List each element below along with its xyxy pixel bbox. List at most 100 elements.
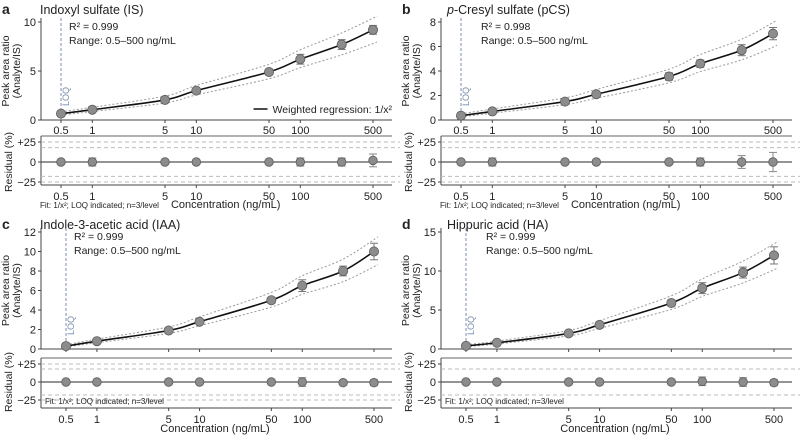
x-tick-label: 100 [693, 414, 711, 426]
fit-note: Fit: 1/x²; LOQ indicated; n=3/level [40, 201, 159, 210]
residual-tick-label: +25 [417, 137, 436, 149]
x-tick-label: 0.5 [53, 191, 68, 203]
x-tick-label: 10 [593, 414, 605, 426]
residual-point [697, 376, 707, 386]
title-text: Hippuric acid (HA) [447, 218, 548, 232]
prediction-band-lower [460, 45, 778, 118]
y-axis-label-line: Peak area ratio [400, 255, 412, 326]
x-axis-label: Concentration (ng/mL) [160, 423, 269, 435]
x-tick-label: 5 [162, 125, 168, 137]
data-point [297, 280, 308, 291]
y-tick-label: 8 [430, 17, 436, 29]
x-tick-label: 0.5 [453, 191, 468, 203]
residual-point [560, 157, 570, 167]
y-tick-label: 0 [30, 344, 36, 356]
data-point [738, 267, 749, 278]
residual-point [769, 378, 779, 388]
data-point [559, 96, 570, 107]
data-point [336, 39, 347, 50]
residual-axis-label: Residual (%) [403, 352, 415, 412]
panel-c: c Indole-3-acetic acid (IAA) Peak area rat… [0, 216, 400, 435]
x-tick-label: 100 [691, 191, 709, 203]
y-tick-label: 2 [430, 91, 436, 103]
loq-label: LOQ [466, 316, 476, 335]
x-tick-label: 5 [562, 125, 568, 137]
data-point [663, 71, 674, 82]
prediction-band-lower [465, 267, 779, 348]
panel-letter: b [402, 1, 411, 17]
y-tick-label: 4 [430, 66, 436, 78]
panel-letter: d [402, 216, 411, 232]
data-point [338, 266, 349, 277]
data-point [87, 104, 98, 115]
residual-point [92, 377, 102, 387]
x-tick-label: 5 [566, 414, 572, 426]
residual-point [492, 377, 502, 387]
data-point [367, 24, 378, 35]
data-point [163, 325, 174, 336]
x-tick-label: 500 [764, 191, 782, 203]
panel-d: d Hippuric acid (HA) Peak area ratio(Analy… [400, 216, 800, 435]
y-tick-label: 10 [424, 266, 436, 278]
y-tick-label: 8 [30, 266, 36, 278]
residual-point [768, 157, 778, 167]
residual-point [368, 155, 378, 166]
residual-point [487, 157, 498, 167]
residual-tick-label: 0 [30, 157, 36, 169]
y-axis-label-line: (Analyte/IS) [11, 263, 23, 318]
x-tick-label: 1 [489, 191, 495, 203]
y-axis-label-line: Peak area ratio [0, 35, 12, 106]
regression-curve [65, 250, 375, 347]
data-point [487, 106, 498, 117]
residual-point [461, 377, 471, 387]
panel-letter: a [2, 1, 10, 17]
range-annotation: Range: 0.5–500 ng/mL [74, 245, 181, 257]
residual-tick-label: −25 [417, 177, 436, 189]
residual-point [369, 378, 379, 388]
title-text: -Cresyl sulfate (pCS) [454, 3, 570, 17]
x-tick-label: 10 [190, 125, 202, 137]
residual-point [266, 377, 277, 387]
y-tick-label: 12 [24, 227, 36, 239]
x-tick-label: 50 [265, 414, 277, 426]
x-tick-label: 10 [590, 125, 602, 137]
loq-label: LOQ [461, 87, 471, 106]
residual-point [295, 157, 306, 167]
prediction-band-upper [65, 236, 379, 346]
residual-point [87, 157, 98, 167]
data-point [91, 336, 102, 347]
residual-point [56, 157, 66, 167]
data-point [697, 283, 708, 294]
panel-a: a Indoxyl sulfate (IS) Peak area ratio(Ana… [0, 1, 400, 211]
x-tick-label: 1 [489, 125, 495, 137]
x-tick-label: 5 [562, 191, 568, 203]
regression-curve [460, 32, 774, 117]
residual-point [695, 157, 706, 167]
y-tick-label: 15 [424, 227, 436, 239]
panel-letter: c [2, 216, 10, 232]
x-tick-label: 500 [765, 414, 783, 426]
x-axis-label: Concentration (ng/mL) [171, 199, 280, 211]
loq-label: LOQ [66, 316, 76, 335]
panel-title: Indoxyl sulfate (IS) [40, 3, 144, 17]
data-point [295, 54, 306, 65]
title-italic-prefix: p [446, 3, 454, 17]
data-point [666, 297, 677, 308]
fit-note: Fit: 1/x²; LOQ indicated; n=3/level [440, 201, 559, 210]
residual-point [456, 157, 466, 167]
regression-curve [465, 254, 775, 347]
residual-point [664, 157, 674, 167]
residual-tick-label: +25 [17, 359, 36, 371]
panel-title: Hippuric acid (HA) [447, 218, 548, 232]
x-tick-label: 5 [162, 191, 168, 203]
x-tick-label: 50 [663, 191, 675, 203]
residual-tick-label: −25 [17, 395, 36, 407]
x-tick-label: 10 [193, 414, 205, 426]
data-point [368, 246, 379, 257]
data-point [594, 319, 605, 330]
y-axis-label: Peak area ratio(Analyte/IS) [0, 255, 23, 326]
x-tick-label: 500 [764, 125, 782, 137]
r2-annotation: R² = 0.999 [74, 231, 123, 243]
x-tick-label: 5 [166, 414, 172, 426]
